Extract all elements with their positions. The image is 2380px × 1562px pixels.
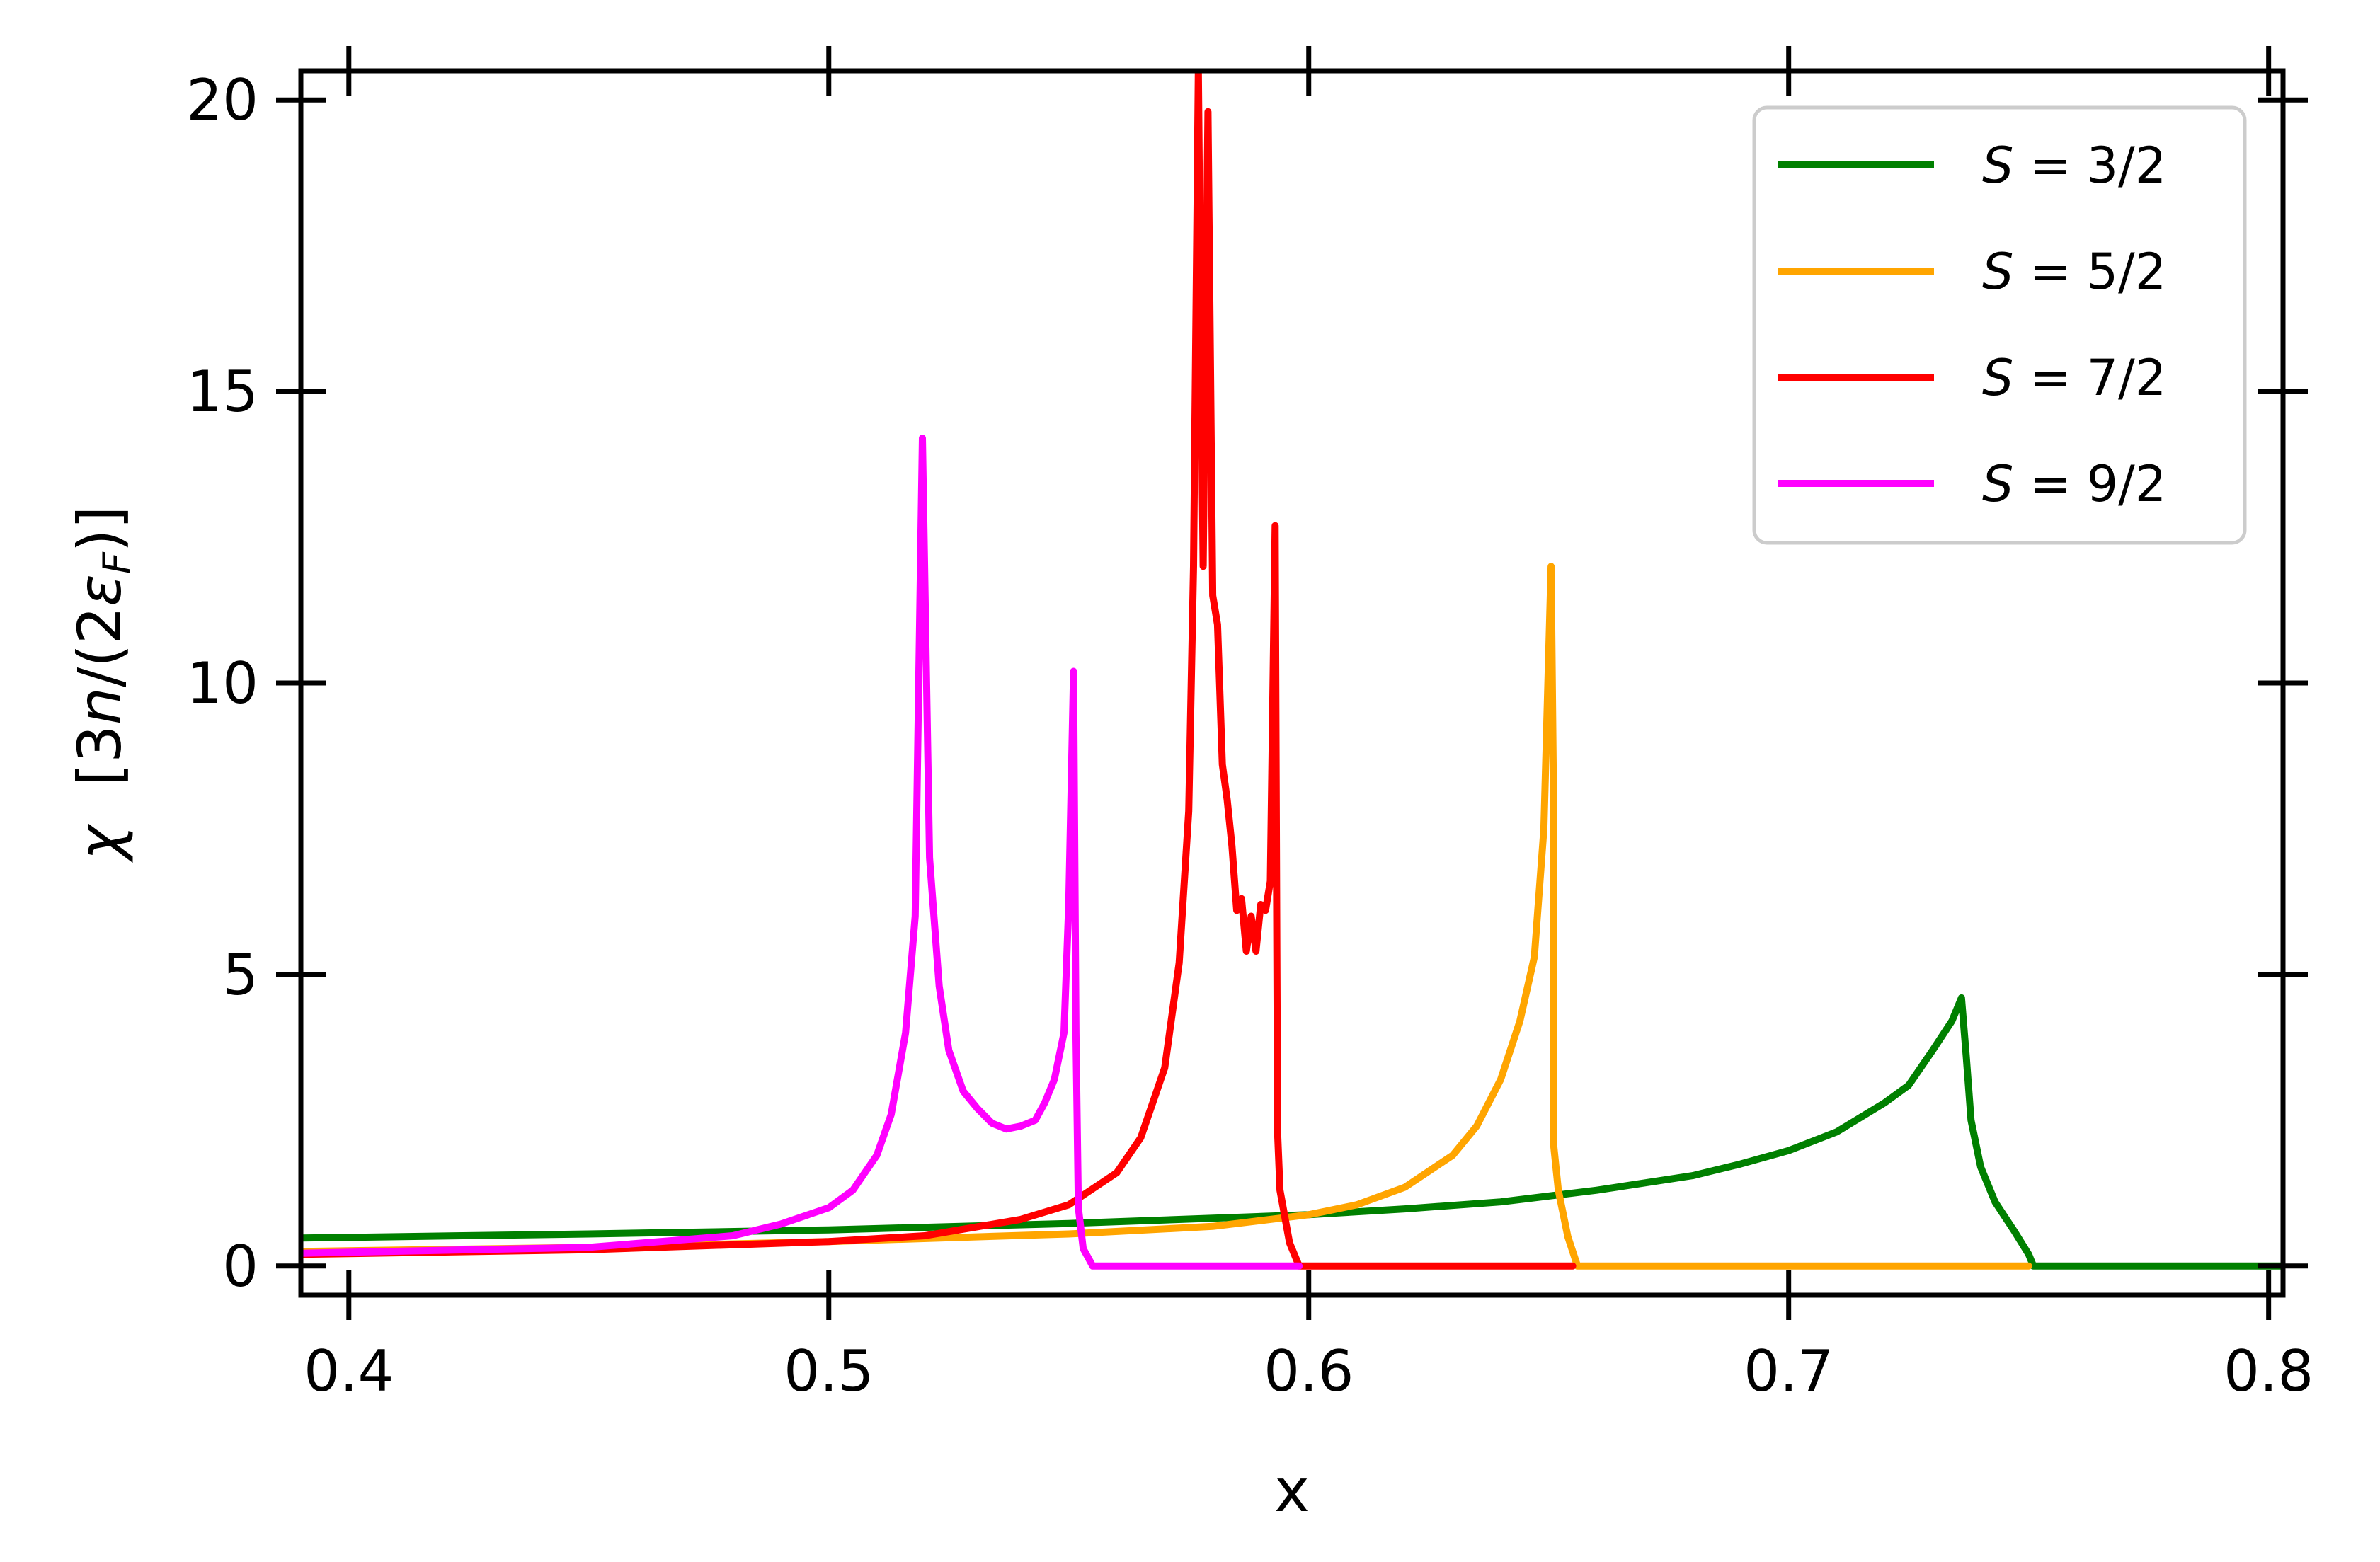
series-layer [301,71,2283,1270]
y-tick-label: 5 [222,942,258,1008]
y-tick-label: 20 [186,67,258,133]
x-tick-label: 0.8 [2224,1338,2313,1404]
x-tick-label: 0.6 [1264,1338,1354,1404]
x-tick-label: 0.4 [304,1338,394,1404]
y-tick-label: 10 [186,650,258,716]
series-line-3 [301,71,1577,1270]
y-tick-label: 15 [186,359,258,425]
legend: S = 3/2 S = 5/2 S = 7/2 S = 9/2 [1752,105,2247,545]
series-line-2 [301,563,2032,1270]
y-tick-label: 0 [222,1234,258,1299]
y-ticks: 0 5 10 15 20 [186,67,2308,1299]
legend-label-3: S = 7/2 [1982,349,2166,407]
x-tick-label: 0.5 [784,1338,874,1404]
legend-label-4: S = 9/2 [1982,455,2166,513]
legend-label-2: S = 5/2 [1982,243,2166,301]
legend-box [1752,105,2247,545]
x-tick-label: 0.7 [1744,1338,1833,1404]
x-axis-label: x [1274,1456,1310,1525]
x-ticks: 0.4 0.5 0.6 0.7 0.8 [304,46,2313,1404]
legend-label-1: S = 3/2 [1982,137,2166,195]
series-line-4 [301,435,1303,1270]
y-axis-label: χ[3n/(2εF)] [65,506,139,863]
